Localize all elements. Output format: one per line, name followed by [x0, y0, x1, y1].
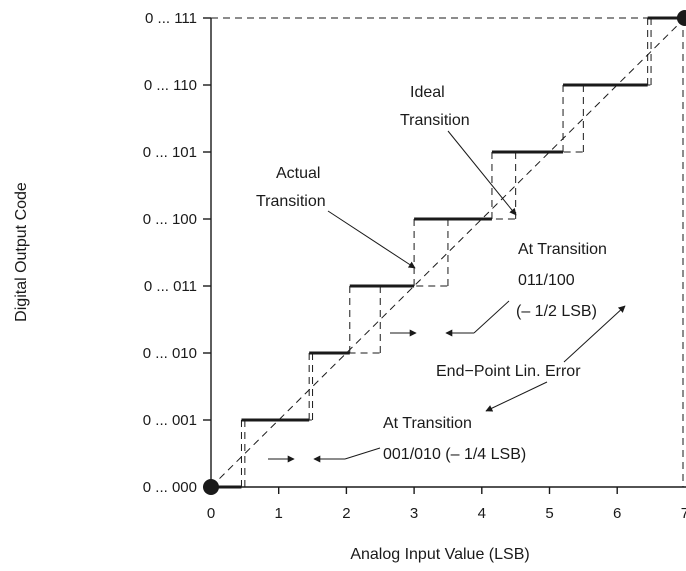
x-tick-label: 0	[207, 505, 215, 522]
endpoint-error-label: End−Point Lin. Error	[436, 363, 581, 380]
ideal-transfer-line	[210, 17, 686, 488]
half-lsb-leader-line	[473, 300, 510, 334]
y-tick-label: 0 ... 011	[144, 278, 197, 295]
y-tick-label: 0 ... 000	[143, 479, 197, 496]
at-transition-a-line3: (– 1/2 LSB)	[516, 303, 597, 320]
actual-transition-arrow	[327, 210, 416, 269]
x-axis-ticks: 0 1 2 3 4 5 6 7	[207, 487, 686, 522]
quarter-lsb-leader-line	[344, 447, 381, 460]
ideal-transition-arrow	[447, 130, 517, 216]
x-tick-label: 1	[275, 505, 283, 522]
x-tick-label: 5	[545, 505, 553, 522]
y-axis-label: Digital Output Code	[13, 182, 30, 322]
at-transition-a-line2: 011/100	[518, 272, 575, 289]
x-tick-label: 3	[410, 505, 418, 522]
y-tick-label: 0 ... 100	[143, 211, 197, 228]
at-transition-b-line1: At Transition	[383, 415, 472, 432]
at-transition-b-line2: 001/010 (– 1/4 LSB)	[383, 446, 526, 463]
plot-frame	[210, 17, 686, 488]
y-tick-label: 0 ... 001	[143, 412, 197, 429]
x-tick-label: 4	[478, 505, 486, 522]
actual-transition-label-line2: Transition	[256, 193, 326, 210]
at-transition-a-line1: At Transition	[518, 241, 607, 258]
x-tick-label: 7	[681, 505, 686, 522]
x-axis-label: Analog Input Value (LSB)	[350, 546, 529, 563]
ideal-transition-label-line2: Transition	[400, 112, 470, 129]
y-tick-label: 0 ... 111	[145, 10, 197, 27]
endpoint-error-arrow-down	[485, 381, 548, 412]
y-tick-label: 0 ... 101	[143, 144, 197, 161]
endpoint-error-arrow-up	[563, 305, 626, 363]
end-endpoint-dot	[676, 10, 686, 26]
actual-transfer-steps	[211, 16, 685, 489]
actual-transition-label-line1: Actual	[276, 165, 320, 182]
start-endpoint-dot	[203, 479, 219, 495]
x-tick-label: 2	[342, 505, 350, 522]
y-axis-ticks: 0 ... 000 0 ... 001 0 ... 010 0 ... 011 0 ..…	[143, 10, 211, 496]
y-tick-label: 0 ... 110	[144, 77, 197, 94]
y-tick-label: 0 ... 010	[143, 345, 197, 362]
x-tick-label: 6	[613, 505, 621, 522]
ideal-transition-label-line1: Ideal	[410, 84, 445, 101]
